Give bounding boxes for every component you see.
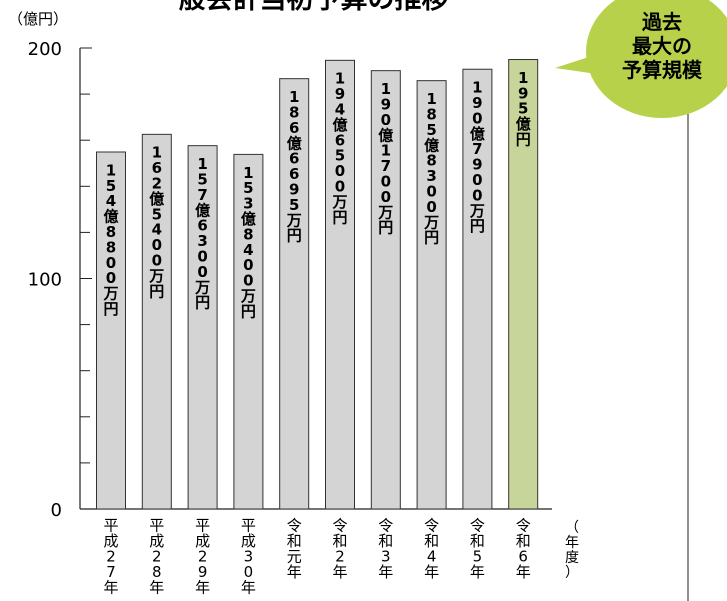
bar-value-label: 1 5 3 億 8 4 0 0 万円 bbox=[240, 164, 256, 321]
bar bbox=[325, 59, 355, 510]
x-category-label: 令和元年 bbox=[287, 517, 302, 582]
bar-value-label: 1 5 7 億 6 3 0 0 万円 bbox=[194, 155, 210, 312]
y-axis-unit: （億円） bbox=[8, 10, 68, 28]
bar bbox=[96, 151, 126, 510]
x-category-label: 令和 4 年 bbox=[424, 517, 439, 582]
bar-value-label: 1 9 0 億 7 9 0 0 万円 bbox=[469, 79, 485, 236]
chart-title: 一般会計当初予算の推移 bbox=[152, 0, 449, 15]
x-category-label: 平成 2 9 年 bbox=[195, 517, 210, 597]
callout-text: 過去最大の予算規模 bbox=[622, 10, 703, 82]
bar bbox=[370, 70, 401, 510]
x-category-label: 令和 2 年 bbox=[332, 517, 347, 582]
bar bbox=[233, 153, 264, 510]
x-category-label: 令和 5 年 bbox=[470, 517, 485, 582]
y-tick-label: 0 bbox=[51, 500, 62, 521]
y-tick-label: 100 bbox=[28, 270, 62, 291]
bar-value-label: 1 9 5 億円 bbox=[516, 69, 531, 149]
bar bbox=[279, 78, 310, 510]
bar-value-label: 1 5 4 億 8 8 0 0 万円 bbox=[102, 161, 118, 318]
bar-value-label: 1 8 5 億 8 3 0 0 万円 bbox=[423, 90, 439, 247]
bar-value-label: 1 9 4 億 6 5 0 0 万円 bbox=[331, 70, 347, 227]
x-category-label: 平成 2 7 年 bbox=[103, 517, 118, 597]
record-callout: 過去最大の予算規模 bbox=[555, 0, 727, 118]
x-category-label: 令和 6 年 bbox=[516, 517, 531, 582]
x-category-label: 平成 2 8 年 bbox=[149, 517, 164, 597]
bar bbox=[416, 80, 447, 510]
x-category-label: 平成 3 0 年 bbox=[241, 517, 256, 597]
x-axis-unit: （年度） bbox=[565, 520, 579, 581]
bar-value-label: 1 8 6 億 6 6 9 5 万円 bbox=[286, 88, 302, 245]
bar-value-label: 1 6 2 億 5 4 0 0 万円 bbox=[148, 144, 164, 301]
bar bbox=[141, 133, 172, 510]
bar bbox=[462, 68, 493, 510]
bar bbox=[508, 59, 539, 510]
callout-bubble bbox=[586, 0, 727, 118]
bar bbox=[187, 145, 218, 510]
x-category-label: 令和 3 年 bbox=[378, 517, 393, 582]
bar-value-label: 1 9 0 億 1 7 0 0 万円 bbox=[377, 80, 393, 237]
y-tick-label: 200 bbox=[28, 39, 62, 60]
